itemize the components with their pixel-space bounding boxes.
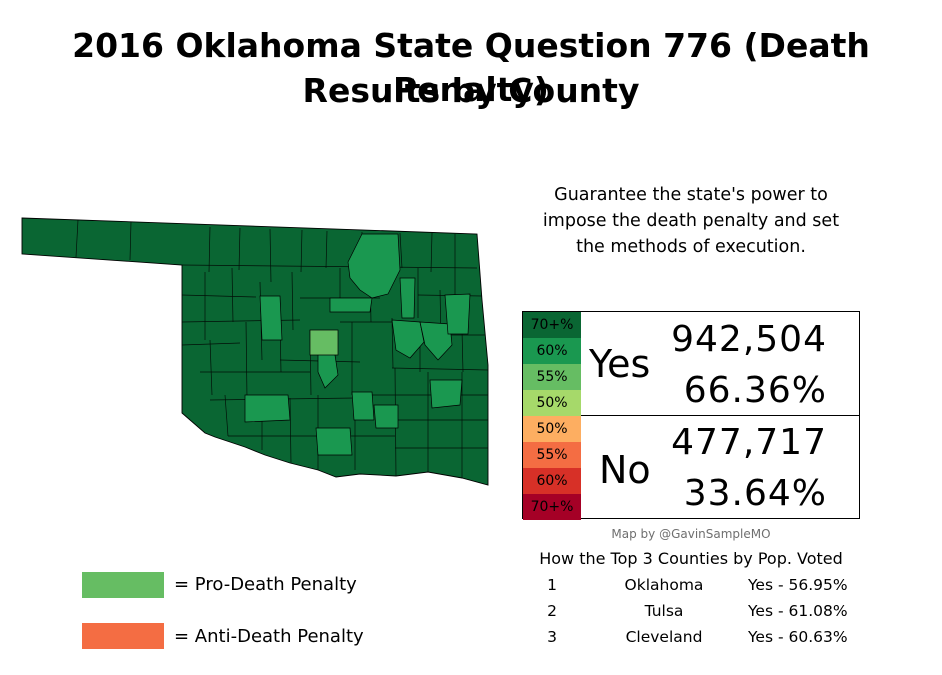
ballot-question-line3: the methods of execution. xyxy=(576,237,806,257)
color-scale-yes-50: 50% xyxy=(523,390,581,416)
yes-votes: 942,504 xyxy=(671,319,827,360)
county-oklahoma xyxy=(309,329,339,356)
county-latimer xyxy=(429,379,463,409)
yes-label: Yes xyxy=(589,342,651,386)
top-county-name: Tulsa xyxy=(644,602,684,620)
results-box: 70+% 60% 55% 50% 50% 55% 60% 70+% Yes 94… xyxy=(522,311,860,520)
county-highlights xyxy=(244,233,471,456)
top-county-result: Yes - 61.08% xyxy=(748,602,848,620)
county-pottawatomie xyxy=(373,404,399,429)
state-outline xyxy=(21,217,489,486)
map-credit: Map by @GavinSampleMO xyxy=(611,527,771,541)
map-subtitle: Results by County xyxy=(302,71,640,110)
county-pontotoc xyxy=(351,391,375,421)
top-county-name: Cleveland xyxy=(625,628,703,646)
county-garfield xyxy=(329,297,373,313)
ballot-question-line2: impose the death penalty and set xyxy=(542,211,840,231)
color-scale-no-55: 55% xyxy=(523,442,581,468)
ballot-question-line1: Guarantee the state's power to xyxy=(554,185,828,205)
pro-key-label: = Pro-Death Penalty xyxy=(174,574,357,595)
county-creek xyxy=(419,321,453,361)
top-county-name: Oklahoma xyxy=(624,576,704,594)
top-county-rank: 1 xyxy=(547,576,557,594)
pro-key-swatch xyxy=(82,572,164,598)
color-scale-yes-55: 55% xyxy=(523,364,581,390)
county-caddo xyxy=(244,394,291,423)
top-counties-heading: How the Top 3 Counties by Pop. Voted xyxy=(539,549,843,568)
anti-key-label: = Anti-Death Penalty xyxy=(174,626,364,647)
results-divider xyxy=(581,415,859,416)
county-washington xyxy=(399,277,416,319)
top-county-rank: 2 xyxy=(547,602,557,620)
no-votes: 477,717 xyxy=(671,422,827,463)
yes-percent: 66.36% xyxy=(683,370,827,411)
top-county-result: Yes - 56.95% xyxy=(748,576,848,594)
color-scale-no-70: 70+% xyxy=(523,494,581,520)
county-cherokee xyxy=(444,293,471,335)
anti-key-swatch xyxy=(82,623,164,649)
color-scale-no-50: 50% xyxy=(523,416,581,442)
county-carter xyxy=(315,427,353,456)
county-tulsa xyxy=(391,319,425,359)
color-scale-no-60: 60% xyxy=(523,468,581,494)
county-blaine xyxy=(259,295,283,341)
map-title: 2016 Oklahoma State Question 776 (Death … xyxy=(72,26,870,109)
color-scale-yes-70: 70+% xyxy=(523,312,581,338)
color-scale-yes-60: 60% xyxy=(523,338,581,364)
no-label: No xyxy=(599,448,651,492)
top-county-result: Yes - 60.63% xyxy=(748,628,848,646)
no-percent: 33.64% xyxy=(683,473,827,514)
state-shape xyxy=(21,217,489,486)
top-county-rank: 3 xyxy=(547,628,557,646)
